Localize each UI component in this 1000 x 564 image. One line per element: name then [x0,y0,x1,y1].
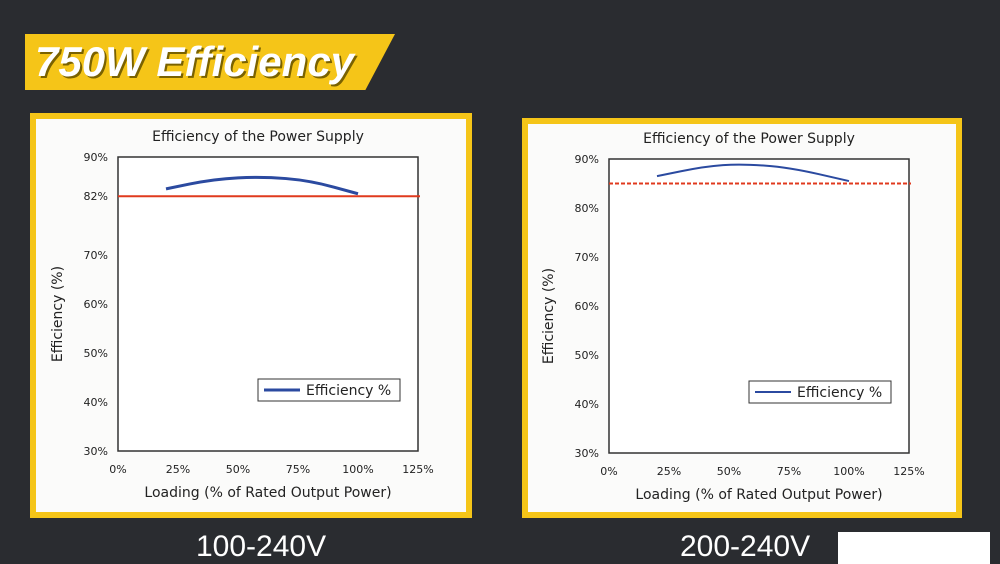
legend-label: Efficiency % [306,383,391,399]
x-tick-label: 25% [657,465,681,478]
voltage-caption-right: 200-240V [680,530,811,563]
x-tick-label: 25% [166,463,190,476]
y-tick-label: 60% [575,300,599,313]
x-tick-label: 100% [342,463,373,476]
banner-title: 750W Efficiency [35,38,355,85]
x-tick-label: 125% [402,463,433,476]
efficiency-series-line [165,175,359,196]
legend-label: Efficiency % [797,385,882,401]
y-tick-label: 70% [84,249,108,262]
x-tick-label: 100% [833,465,864,478]
x-axis-label: Loading (% of Rated Output Power) [144,485,391,501]
legend-box [257,378,401,402]
y-tick-label: 90% [575,153,599,166]
y-tick-label: 50% [84,347,108,360]
chart-panel-left: Efficiency of the Power Supply 30% 40% 50% 6… [30,113,472,518]
x-tick-label: 50% [226,463,250,476]
x-tick-label: 125% [893,465,924,478]
legend-box [748,380,892,404]
y-tick-label: 82% [84,190,108,203]
voltage-caption-left: 100-240V [196,530,327,563]
chart-title: Efficiency of the Power Supply [643,131,855,147]
y-tick-label: 60% [84,298,108,311]
x-axis-label: Loading (% of Rated Output Power) [635,487,882,503]
x-tick-label: 50% [717,465,741,478]
y-tick-label: 30% [84,445,108,458]
y-axis-label: Efficiency (%) [541,268,557,364]
y-tick-label: 70% [575,251,599,264]
y-tick-label: 90% [84,151,108,164]
efficiency-series-line [656,163,850,183]
x-tick-label: 0% [600,465,617,478]
white-box [838,532,990,564]
efficiency-chart-right: Efficiency of the Power Supply 30% 40% 50% 6… [541,131,925,503]
y-tick-label: 40% [84,396,108,409]
y-tick-label: 30% [575,447,599,460]
y-axis-label: Efficiency (%) [50,266,66,362]
x-tick-label: 0% [109,463,126,476]
y-tick-label: 40% [575,398,599,411]
x-tick-label: 75% [286,463,310,476]
title-banner [25,34,395,90]
x-tick-label: 75% [777,465,801,478]
efficiency-chart-left: Efficiency of the Power Supply 30% 40% 50% 6… [50,129,434,501]
plot-area [608,158,910,454]
y-tick-label: 50% [575,349,599,362]
chart-panel-right: Efficiency of the Power Supply 30% 40% 50% 6… [522,118,962,518]
chart-title: Efficiency of the Power Supply [152,129,364,145]
y-tick-label: 80% [575,202,599,215]
plot-area [117,156,419,452]
